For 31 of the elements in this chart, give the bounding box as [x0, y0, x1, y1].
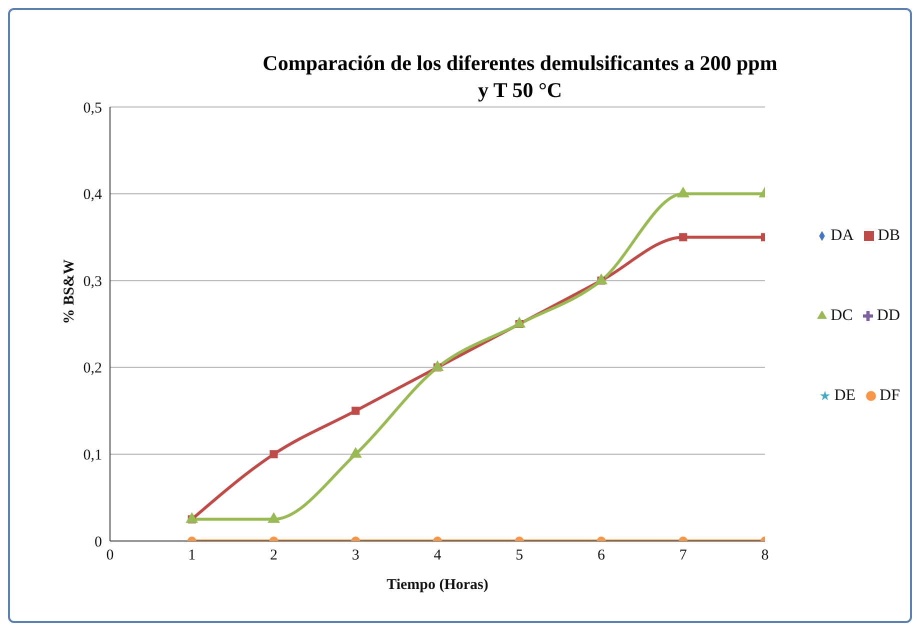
x-tick-label: 7: [679, 548, 688, 564]
point: [350, 447, 362, 458]
legend-label: DB: [878, 226, 900, 244]
x-tick-label: 0: [106, 548, 114, 564]
x-tick-label: 2: [270, 548, 278, 564]
y-tick-label: 0,1: [83, 448, 102, 464]
legend-label: DD: [876, 306, 900, 324]
y-tick-label: 0,5: [83, 100, 102, 116]
x-tick-label: 6: [598, 548, 606, 564]
x-tick-label: 8: [761, 548, 769, 564]
x-tick-label: 4: [434, 548, 442, 564]
y-tick-label: 0,4: [83, 187, 102, 204]
y-tick-label: 0,3: [83, 274, 102, 290]
y-tick-label: 0,2: [83, 360, 102, 377]
x-tick-label: 5: [516, 548, 524, 564]
legend-label: DE: [834, 386, 856, 404]
point: [432, 360, 444, 371]
point: [595, 274, 608, 284]
legend-label: DC: [830, 306, 853, 324]
x-tick-label: 1: [188, 548, 196, 564]
y-tick-label: 0: [94, 534, 102, 550]
legend-label: DA: [830, 226, 854, 244]
point: [514, 317, 526, 328]
chart-title: Comparación de los diferentes demulsificantes a 200 ppm y T 50 °C: [262, 50, 778, 104]
point: [186, 512, 198, 523]
y-axis-title: % BS&W: [61, 259, 78, 324]
x-axis-title: Tiempo (Horas): [386, 577, 488, 593]
point: [677, 187, 689, 198]
legend-label: DF: [880, 386, 900, 404]
point: [268, 512, 280, 523]
x-tick-label: 3: [352, 548, 360, 564]
